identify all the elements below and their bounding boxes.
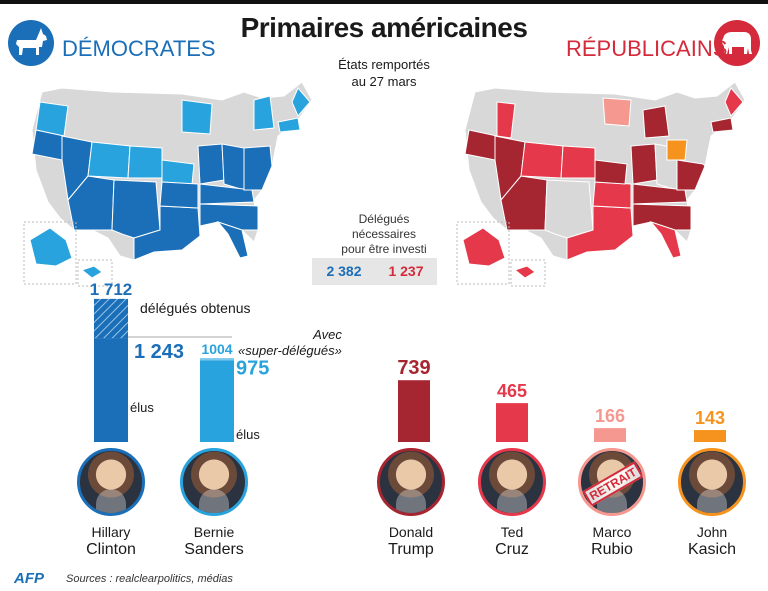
source-note: Sources : realclearpolitics, médias <box>66 573 233 585</box>
value-label-cruz: 465 <box>497 381 527 401</box>
super-bar-clinton <box>94 298 128 339</box>
portrait-silhouette-icon <box>497 489 527 513</box>
elephant-icon <box>714 20 760 66</box>
democrat-results-map <box>23 81 312 287</box>
super-label-clinton: 1 712 <box>90 280 133 299</box>
page-subtitle: États remportés au 27 mars <box>300 56 468 90</box>
candidate-last-name: Cruz <box>495 541 529 558</box>
portrait-silhouette-icon <box>96 489 126 513</box>
bar-trump <box>398 380 430 442</box>
candidate-first-name: Hillary <box>91 524 131 540</box>
super-delegates-line-1: Avec <box>313 327 342 342</box>
afp-logo: AFP <box>14 570 44 587</box>
portrait-cruz <box>478 448 546 516</box>
candidate-last-name: Sanders <box>184 541 244 558</box>
subtitle-line-2: au 27 mars <box>351 74 417 89</box>
delegates-needed-line-1: Délégués <box>358 212 410 226</box>
candidate-last-name: Rubio <box>591 541 633 558</box>
candidate-last-name: Clinton <box>86 541 136 558</box>
delegates-needed-title: Délégués nécessaires pour être investi <box>300 212 468 257</box>
candidate-first-name: Marco <box>592 524 632 540</box>
candidate-name-rubio: Marco Rubio <box>557 524 667 558</box>
candidate-name-kasich: John Kasich <box>657 524 767 558</box>
candidate-first-name: John <box>696 524 728 540</box>
delegates-obtained-label: délégués obtenus <box>140 300 251 316</box>
value-label-trump: 739 <box>397 357 430 379</box>
super-label-sanders: 1004 <box>201 341 232 357</box>
delegates-needed-box <box>312 258 437 285</box>
page-title: Primaires américaines <box>240 12 528 43</box>
portrait-trump <box>377 448 445 516</box>
super-delegates-label: Avec «super-délégués» <box>238 327 342 359</box>
delegates-needed-democrats: 2 382 <box>326 263 362 279</box>
portrait-silhouette-icon <box>697 489 727 513</box>
portrait-kasich <box>678 448 746 516</box>
candidate-name-sanders: Bernie Sanders <box>159 524 269 558</box>
candidate-last-name: Trump <box>388 541 434 558</box>
clinton-elected-label: élus <box>130 400 154 415</box>
top-border <box>0 0 768 4</box>
portrait-silhouette-icon <box>199 489 229 513</box>
super-bar-sanders <box>200 358 234 361</box>
portrait-sanders <box>180 448 248 516</box>
portrait-rubio: RETRAIT <box>578 448 646 516</box>
value-label-rubio: 166 <box>595 406 625 426</box>
bar-clinton <box>94 338 128 442</box>
bar-sanders <box>200 360 234 442</box>
portrait-silhouette-icon <box>396 489 426 513</box>
value-label-sanders: 975 <box>236 357 269 379</box>
republicans-label: RÉPUBLICAINS <box>566 36 728 61</box>
bar-cruz <box>496 403 528 442</box>
subtitle-line-1: États remportés <box>338 57 430 72</box>
value-label-kasich: 143 <box>695 408 725 428</box>
bar-kasich <box>694 430 726 442</box>
super-delegates-line-2: «super-délégués» <box>238 343 342 358</box>
candidate-name-trump: Donald Trump <box>356 524 466 558</box>
portrait-clinton <box>77 448 145 516</box>
sanders-elected-label: élus <box>236 427 260 442</box>
candidate-name-cruz: Ted Cruz <box>457 524 567 558</box>
candidate-first-name: Ted <box>500 524 524 540</box>
value-label-clinton: 1 243 <box>134 341 184 363</box>
bar-rubio <box>594 428 626 442</box>
candidate-first-name: Bernie <box>193 524 235 540</box>
candidate-first-name: Donald <box>388 524 434 540</box>
donkey-icon <box>8 20 54 66</box>
delegates-needed-republicans: 1 237 <box>388 263 424 279</box>
candidate-last-name: Kasich <box>687 541 737 558</box>
republican-results-map <box>456 81 745 287</box>
delegates-needed-line-2: nécessaires <box>351 227 417 241</box>
candidate-name-clinton: Hillary Clinton <box>56 524 166 558</box>
democrats-label: DÉMOCRATES <box>62 36 216 61</box>
delegates-needed-line-3: pour être investi <box>341 242 427 256</box>
